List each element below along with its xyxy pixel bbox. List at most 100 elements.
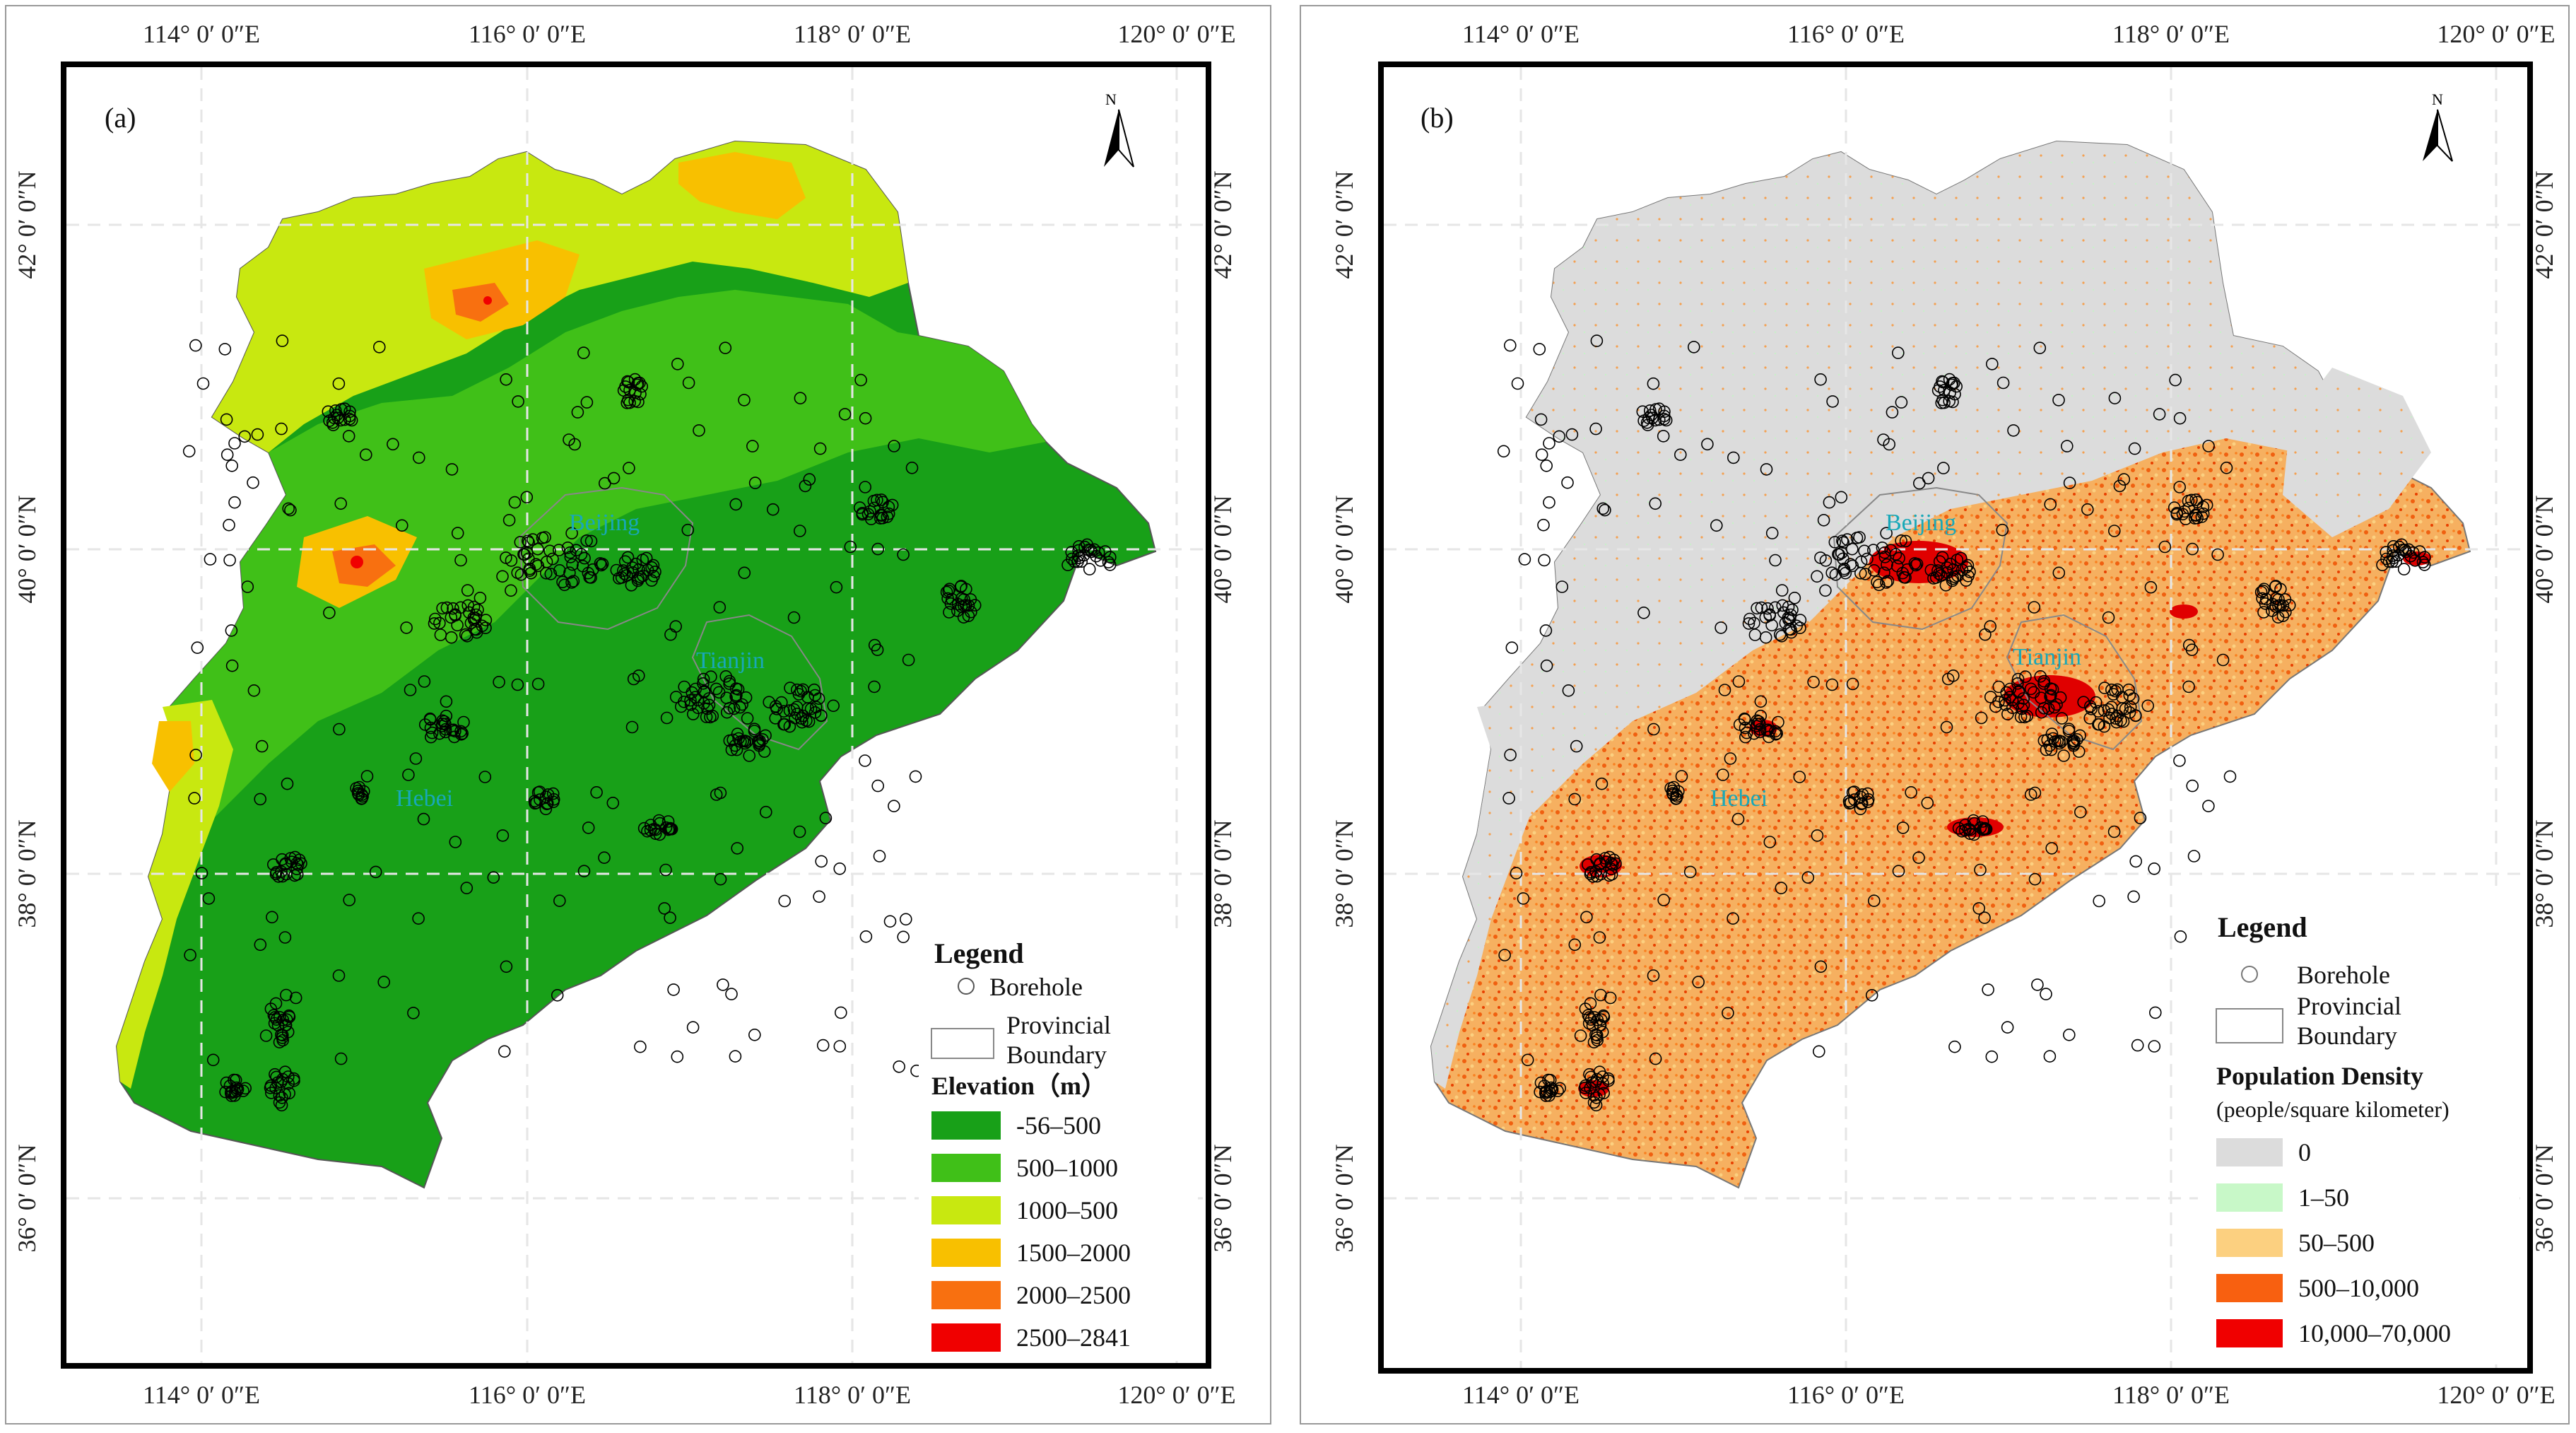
lat-tick-label-right: 42° 0′ 0″N xyxy=(1208,170,1237,279)
borehole-point xyxy=(387,438,399,451)
borehole-point xyxy=(1862,795,1874,809)
borehole-point xyxy=(710,788,723,801)
borehole-point xyxy=(445,463,459,476)
borehole-point xyxy=(1842,795,1856,807)
borehole-point xyxy=(868,680,881,694)
legend-swatch xyxy=(931,1154,1001,1182)
borehole-point xyxy=(2108,525,2121,537)
borehole-point xyxy=(1846,677,1859,691)
borehole-point xyxy=(2024,788,2037,801)
borehole-point xyxy=(713,601,727,614)
lon-tick-label-bottom: 120° 0′ 0″E xyxy=(1117,1381,1235,1409)
panel-a-legend-borehole: Borehole xyxy=(989,973,1083,1001)
lat-tick-label-right: 38° 0′ 0″N xyxy=(1208,819,1237,928)
borehole-point xyxy=(500,373,512,386)
panel-a-graticule xyxy=(66,67,1206,1363)
borehole-point xyxy=(1878,566,1890,580)
borehole-point xyxy=(2045,727,2059,740)
borehole-point xyxy=(2189,509,2202,522)
borehole-point xyxy=(2014,710,2028,723)
borehole-point xyxy=(1895,396,1908,409)
panel-a-city-tianjin: Tianjin xyxy=(696,648,765,674)
borehole-point xyxy=(652,814,666,827)
borehole-point xyxy=(512,395,524,408)
borehole-point xyxy=(1646,411,1659,425)
panel-b-city-beijing: Beijing xyxy=(1886,510,1956,536)
borehole-point xyxy=(1996,376,2010,390)
borehole-point xyxy=(189,339,202,352)
borehole-point xyxy=(372,341,386,353)
legend-class-label: 1–50 xyxy=(2298,1183,2349,1212)
borehole-point xyxy=(424,730,437,744)
borehole-point xyxy=(1521,1053,1534,1067)
borehole-point xyxy=(409,752,423,765)
borehole-point xyxy=(1072,539,1086,553)
borehole-point xyxy=(280,1013,293,1026)
panel-b-city-hebei: Hebei xyxy=(1710,785,1768,812)
borehole-point xyxy=(1819,554,1833,567)
borehole-point xyxy=(876,511,889,525)
borehole-point xyxy=(902,653,915,667)
borehole-point xyxy=(449,836,462,848)
borehole-point xyxy=(275,422,288,435)
borehole-point xyxy=(228,496,241,509)
borehole-point xyxy=(1701,438,1714,451)
borehole-point xyxy=(1986,358,1999,370)
borehole-point xyxy=(2013,684,2025,698)
borehole-point xyxy=(2027,686,2040,699)
borehole-point xyxy=(1775,882,1788,894)
borehole-point xyxy=(332,969,346,982)
borehole-point xyxy=(736,698,748,711)
borehole-point xyxy=(598,851,611,864)
borehole-point xyxy=(888,440,900,452)
borehole-point xyxy=(1984,620,1996,633)
borehole-point xyxy=(584,534,598,548)
borehole-point xyxy=(1505,641,1519,655)
borehole-point xyxy=(290,868,304,881)
borehole-point xyxy=(247,476,259,489)
borehole-point xyxy=(329,404,342,417)
borehole-point xyxy=(2211,548,2224,561)
borehole-point xyxy=(1590,334,1604,347)
panel-b-city-tianjin: Tianjin xyxy=(2013,644,2081,670)
borehole-point xyxy=(2382,555,2396,568)
lat-tick-label-left: 42° 0′ 0″N xyxy=(13,170,41,279)
borehole-point xyxy=(1801,871,1815,884)
panel-a-axis-ticks: 114° 0′ 0″E 114° 0′ 0″E 116° 0′ 0″E 116° 0′… xyxy=(13,20,1237,1409)
borehole-point xyxy=(1537,518,1550,532)
borehole-point xyxy=(1574,1029,1587,1042)
borehole-point xyxy=(266,911,278,924)
lat-tick-label-left: 36° 0′ 0″N xyxy=(13,1144,41,1252)
borehole-point xyxy=(714,872,727,886)
borehole-point xyxy=(582,821,595,834)
borehole-point xyxy=(2006,694,2019,707)
borehole-point xyxy=(231,1082,245,1096)
borehole-point xyxy=(641,825,654,838)
borehole-point xyxy=(2031,978,2044,991)
borehole-point xyxy=(770,703,783,715)
borehole-point xyxy=(275,1099,288,1112)
borehole-point xyxy=(237,1084,249,1097)
borehole-point xyxy=(610,563,623,577)
borehole-point xyxy=(1715,621,1727,634)
borehole-point xyxy=(2019,670,2032,684)
borehole-point xyxy=(241,580,254,593)
borehole-point xyxy=(2395,538,2408,551)
borehole-point xyxy=(1924,563,1938,577)
borehole-point xyxy=(2260,592,2273,606)
legend-swatch xyxy=(931,1281,1001,1309)
borehole-point xyxy=(815,855,828,868)
borehole-point xyxy=(2173,481,2186,493)
borehole-point xyxy=(1913,476,1926,490)
borehole-point xyxy=(729,682,743,695)
borehole-point xyxy=(752,736,765,749)
borehole-point xyxy=(697,672,710,686)
borehole-point xyxy=(698,697,710,710)
borehole-point xyxy=(517,548,530,561)
borehole-point xyxy=(577,865,591,877)
borehole-point xyxy=(1543,496,1555,509)
borehole-point xyxy=(873,850,886,862)
borehole-point xyxy=(1850,532,1864,544)
borehole-point xyxy=(1637,606,1650,619)
borehole-point xyxy=(633,376,646,390)
